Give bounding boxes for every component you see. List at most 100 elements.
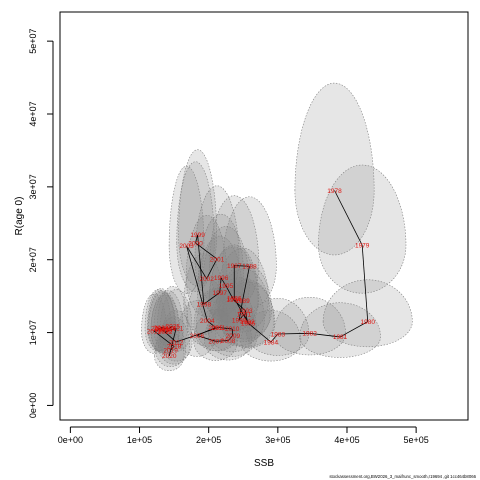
year-label-2009: 2009 [226, 333, 241, 340]
confidence-ellipse-1983 [246, 298, 310, 356]
x-axis-title: SSB [254, 458, 274, 469]
year-label-2007: 2007 [208, 339, 223, 346]
trajectory-segment-2023 [160, 327, 169, 330]
confidence-ellipse-2004 [186, 278, 229, 347]
confidence-ellipse-2020 [154, 331, 185, 371]
year-label-1989: 1989 [235, 298, 250, 305]
year-label-1991: 1991 [237, 312, 252, 319]
year-label-2022: 2022 [158, 329, 173, 336]
year-label-2011: 2011 [211, 325, 225, 332]
trajectory-segment-2008 [227, 335, 234, 341]
year-label-2005: 2005 [208, 325, 223, 332]
x-tick-label: 2e+05 [196, 435, 221, 445]
trajectory-segment-1979 [361, 245, 369, 322]
y-tick-label: 4e+07 [28, 101, 38, 126]
confidence-ellipse-2017 [141, 293, 167, 354]
year-label-2019: 2019 [163, 347, 178, 354]
year-label-2010: 2010 [225, 326, 240, 333]
trajectory-segment-2011 [176, 327, 219, 343]
confidence-ellipse-1988 [222, 196, 277, 309]
y-tick-label: 1e+07 [28, 320, 38, 345]
year-label-2025: 2025 [165, 323, 180, 330]
year-label-1986: 1986 [227, 296, 242, 303]
year-label-1994: 1994 [226, 297, 241, 304]
year-label-2014: 2014 [151, 326, 166, 333]
trajectory-segment-1993 [233, 299, 246, 312]
trajectory-segment-1994 [225, 285, 234, 300]
year-label-2021: 2021 [169, 326, 184, 333]
trajectory-segment-1984 [247, 322, 272, 343]
footer-note: stockassessment.org,BW2026_3_maifrunc_sm… [329, 474, 476, 479]
year-label-1997: 1997 [213, 290, 228, 297]
year-label-1996: 1996 [214, 275, 229, 282]
year-label-1979: 1979 [355, 242, 370, 249]
x-tick-label: 4e+05 [334, 435, 359, 445]
trajectory-segment-2002 [186, 245, 207, 279]
year-label-2003: 2003 [179, 243, 194, 250]
year-label-1978: 1978 [327, 188, 342, 195]
confidence-ellipse-2007 [193, 309, 238, 361]
confidence-ellipse-1979 [318, 164, 407, 294]
trajectory-segment-2021 [164, 327, 177, 333]
year-label-1987: 1987 [227, 263, 242, 270]
year-label-2000: 2000 [188, 240, 203, 247]
y-tick-label: 5e+07 [28, 29, 38, 54]
confidence-ellipse-2010 [207, 290, 257, 353]
confidence-ellipse-2021 [160, 289, 193, 352]
trajectory-segment-1989 [238, 300, 243, 321]
year-label-1999: 1999 [190, 232, 205, 239]
year-label-2013: 2013 [155, 327, 170, 334]
year-label-1981: 1981 [333, 334, 348, 341]
year-label-1980: 1980 [360, 319, 375, 326]
trajectory-segment-1992 [244, 310, 248, 322]
year-label-1984: 1984 [264, 339, 279, 346]
trajectory-segment-1983 [270, 333, 279, 343]
confidence-ellipse-2025 [157, 286, 189, 351]
year-label-2008: 2008 [221, 338, 236, 345]
trajectory-segment-1997 [203, 292, 220, 305]
trajectory-segment-2022 [160, 327, 166, 333]
trajectory-segment-2001 [206, 258, 218, 279]
year-label-1982: 1982 [302, 331, 317, 338]
trajectory-segment-2010 [218, 327, 233, 330]
year-label-1983: 1983 [271, 331, 286, 338]
year-label-2006: 2006 [190, 333, 205, 340]
year-label-2024: 2024 [161, 326, 176, 333]
plot-frame [59, 11, 469, 421]
y-axis: 0e+00 1e+07 2e+07 3e+07 4e+07 5e+07 [28, 29, 54, 418]
year-label-1988: 1988 [242, 264, 257, 271]
year-label-1998: 1998 [197, 301, 212, 308]
x-tick-label: 1e+05 [127, 435, 152, 445]
year-label-1990: 1990 [232, 317, 247, 324]
trajectory-segment-1999 [195, 234, 199, 244]
confidence-ellipse-2003 [168, 165, 205, 294]
year-label-2001: 2001 [210, 256, 225, 263]
trajectory-segment-1981 [309, 332, 341, 338]
confidence-ellipse-1982 [273, 297, 346, 356]
year-label-2017: 2017 [147, 328, 162, 335]
year-label-2004: 2004 [200, 318, 215, 325]
trajectory-path [153, 190, 369, 356]
x-axis: 0e+00 1e+05 2e+05 3e+05 4e+05 5e+05 [58, 426, 429, 445]
year-label-1993: 1993 [238, 308, 253, 315]
trajectory-segment-1980 [339, 321, 368, 338]
confidence-ellipse-1978 [294, 82, 375, 256]
trajectory-segment-1987 [234, 265, 250, 267]
confidence-ellipse-2023 [147, 288, 175, 352]
trajectory-segment-2004 [207, 320, 216, 328]
trajectory-segment-2016 [153, 328, 162, 332]
year-label-2020: 2020 [162, 353, 177, 360]
trajectory-segment-1978 [334, 190, 363, 246]
year-label-1985: 1985 [241, 320, 256, 327]
year-label-2015: 2015 [158, 328, 173, 335]
year-label-2002: 2002 [199, 276, 214, 283]
x-tick-label: 0e+00 [58, 435, 83, 445]
trajectory-segment-2000 [195, 242, 218, 260]
y-tick-label: 3e+07 [28, 174, 38, 199]
year-label-1992: 1992 [240, 319, 255, 326]
confidence-ellipse-1981 [299, 302, 381, 358]
year-label-2023: 2023 [154, 325, 169, 332]
confidence-ellipse-1980 [322, 279, 413, 348]
